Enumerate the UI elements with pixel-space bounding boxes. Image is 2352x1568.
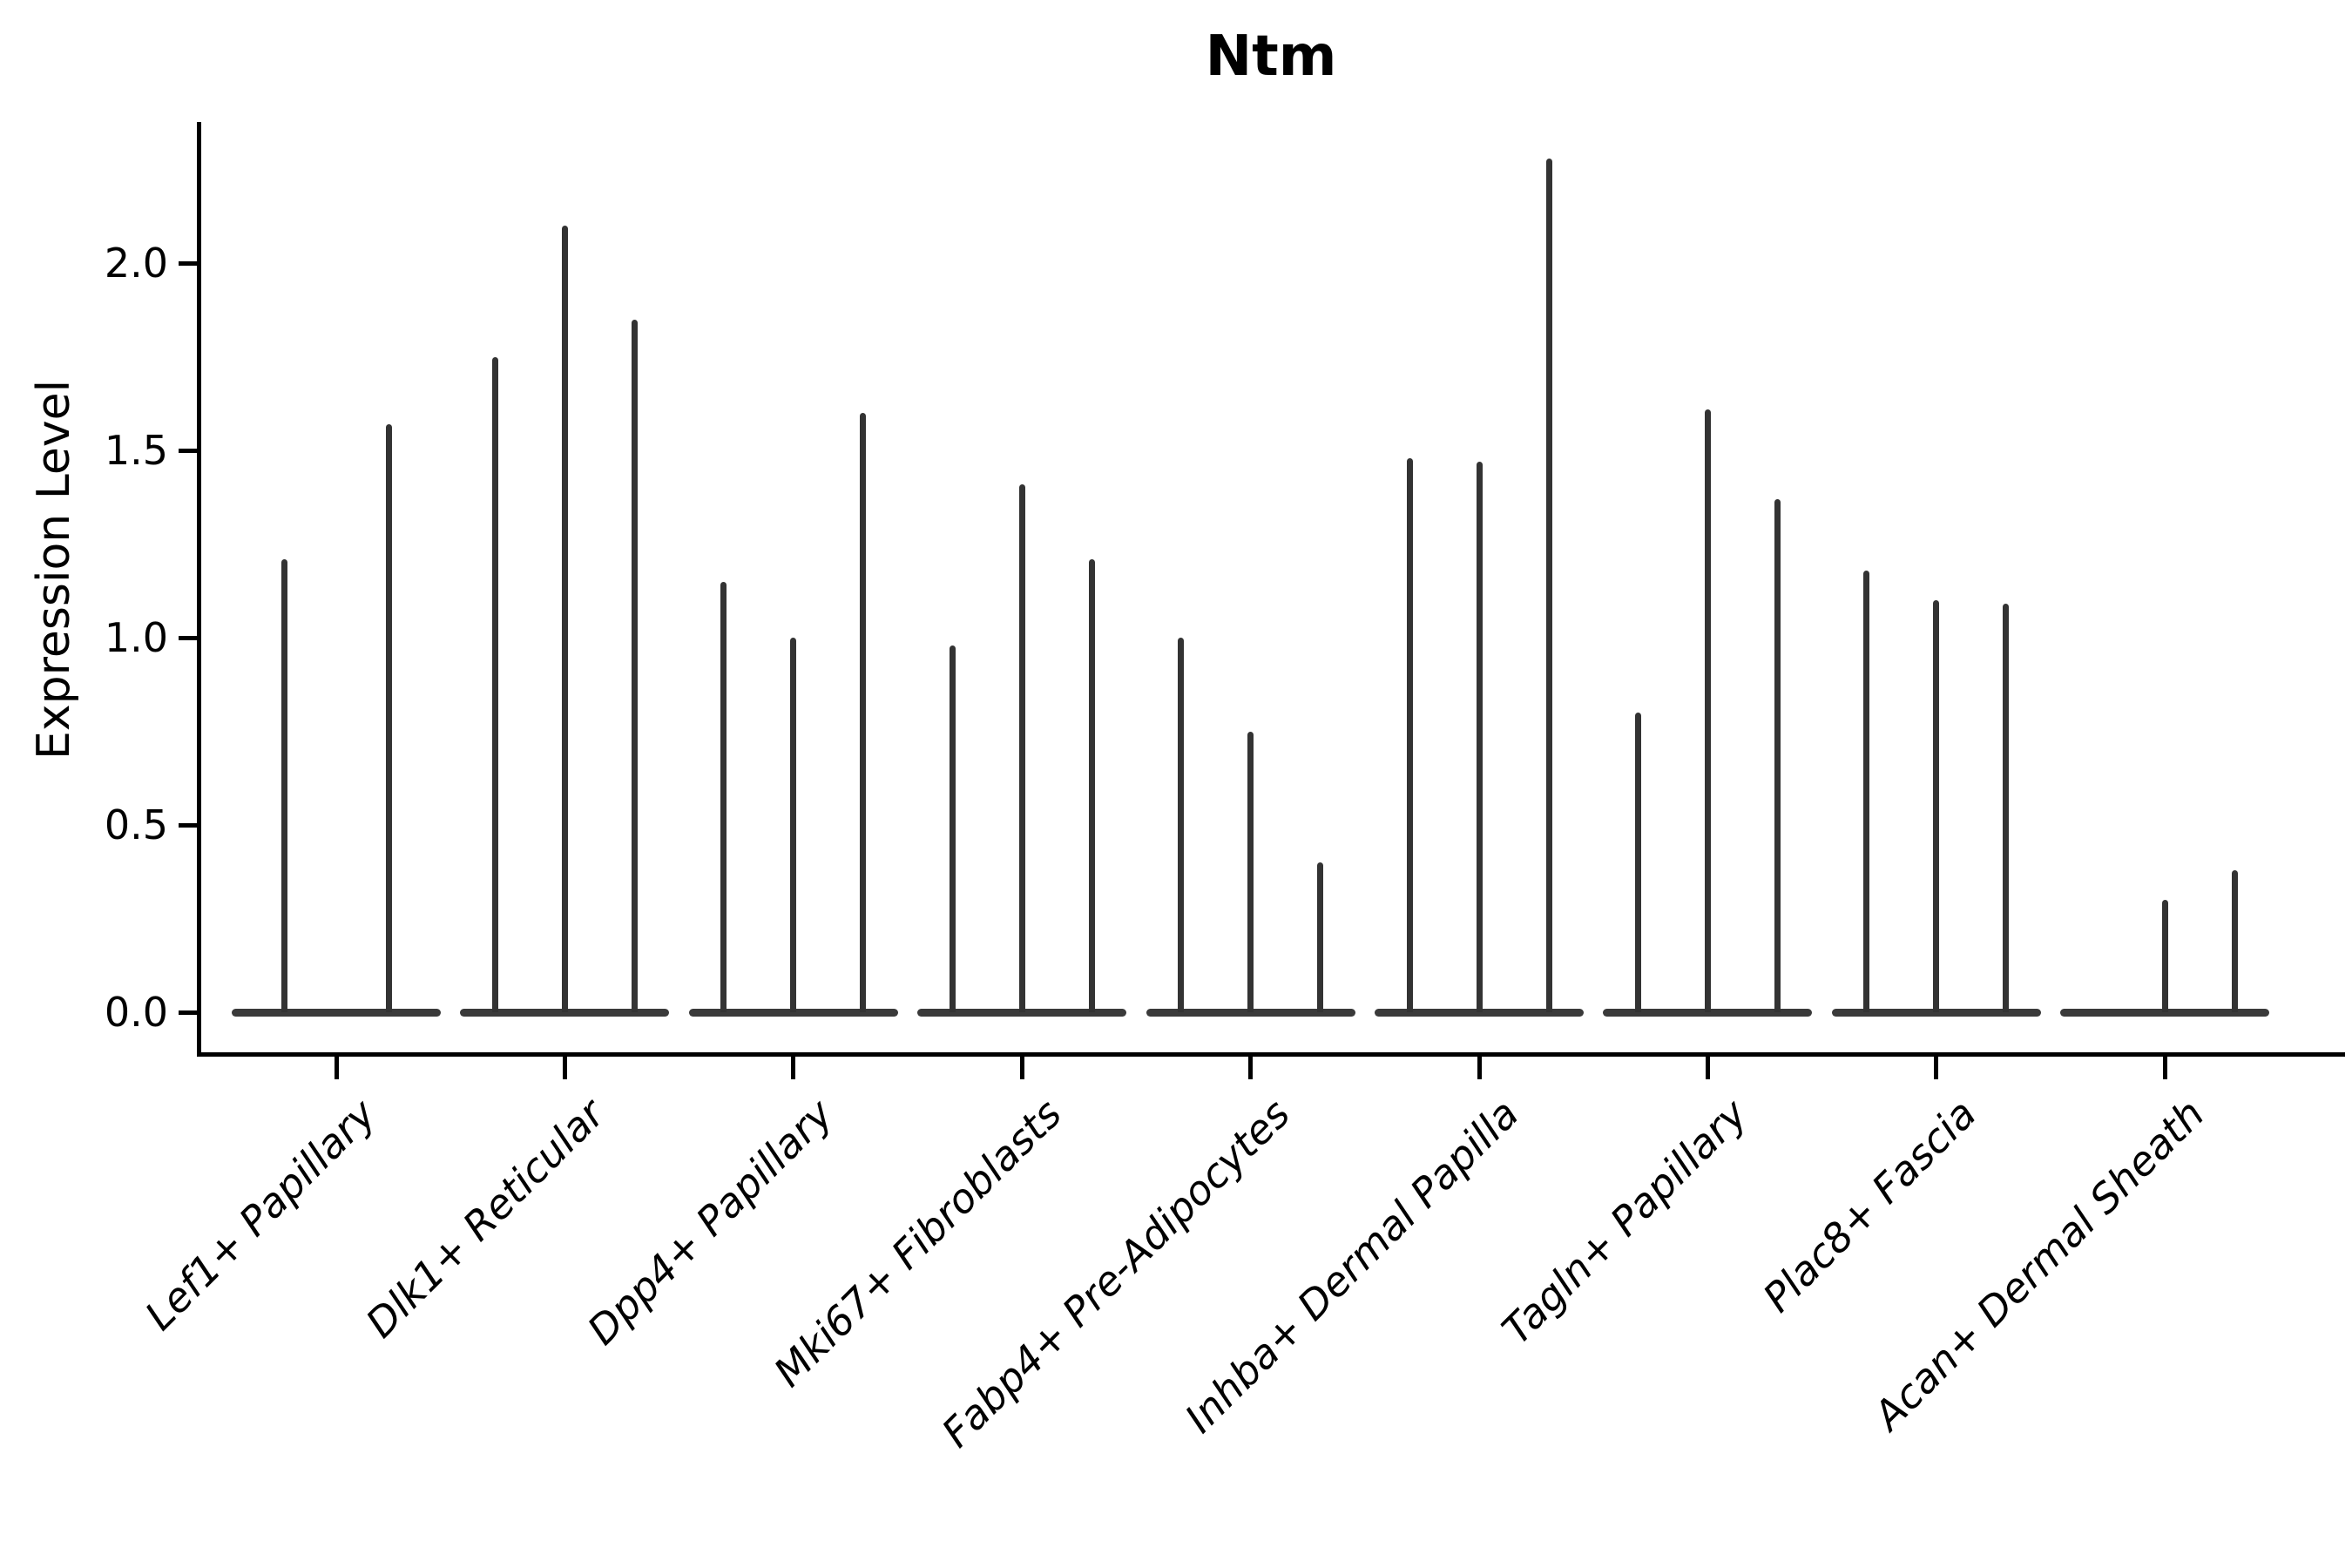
x-tick-label: Tagln+ Papillary xyxy=(1492,1090,1756,1354)
violin-spike xyxy=(1634,713,1641,1012)
violin-spike xyxy=(1018,483,1025,1012)
violin-base xyxy=(232,1009,441,1017)
x-tick-mark xyxy=(1705,1057,1710,1079)
violin-spike xyxy=(860,413,867,1012)
y-tick-mark xyxy=(179,1010,199,1015)
violin-base xyxy=(460,1009,670,1017)
violin-base xyxy=(2060,1009,2270,1017)
violin-spike xyxy=(1863,570,1870,1012)
x-tick-label: Dpp4+ Papillary xyxy=(578,1090,842,1354)
violin-spike xyxy=(720,581,727,1012)
y-tick-mark xyxy=(179,822,199,828)
y-tick-mark xyxy=(179,635,199,640)
violin-base xyxy=(1831,1009,2041,1017)
violin-base xyxy=(1375,1009,1584,1017)
violin-spike xyxy=(1933,600,1940,1012)
violin-spike xyxy=(280,558,287,1012)
violin-spike xyxy=(790,638,797,1012)
y-tick-label: 0.0 xyxy=(104,989,168,1036)
violin-spike xyxy=(2161,900,2168,1012)
violin-spike xyxy=(1545,158,1552,1012)
x-tick-label: Lef1+ Papillary xyxy=(135,1090,385,1340)
violin-spike xyxy=(1178,638,1185,1012)
violin-spike xyxy=(2231,869,2238,1012)
x-tick-label: Dlk1+ Reticular xyxy=(356,1090,613,1347)
x-tick-mark xyxy=(1934,1057,1939,1079)
x-tick-mark xyxy=(1477,1057,1482,1079)
violin-spike xyxy=(1247,731,1254,1012)
violin-spike xyxy=(949,645,956,1012)
y-tick-label: 2.0 xyxy=(104,240,168,287)
y-tick-mark xyxy=(179,260,199,266)
violin-base xyxy=(688,1009,898,1017)
x-tick-mark xyxy=(791,1057,796,1079)
x-tick-label: Plac8+ Fascia xyxy=(1753,1090,1985,1321)
x-tick-mark xyxy=(2162,1057,2167,1079)
violin-spike xyxy=(491,356,498,1012)
violin-spike xyxy=(2003,604,2010,1012)
violin-spike xyxy=(1704,409,1711,1012)
violin-spike xyxy=(1317,862,1324,1012)
violin-base xyxy=(1146,1009,1355,1017)
violin-spike xyxy=(631,319,638,1012)
y-tick-label: 1.0 xyxy=(104,614,168,661)
y-axis-line xyxy=(197,122,201,1057)
y-tick-mark xyxy=(179,448,199,453)
violin-spike xyxy=(1406,457,1413,1012)
x-tick-mark xyxy=(1248,1057,1254,1079)
plot-title: Ntm xyxy=(1205,24,1337,89)
violin-base xyxy=(1603,1009,1813,1017)
x-tick-mark xyxy=(1019,1057,1024,1079)
y-tick-label: 1.5 xyxy=(104,427,168,474)
x-tick-mark xyxy=(334,1057,339,1079)
x-axis-line xyxy=(197,1052,2345,1057)
violin-base xyxy=(917,1009,1127,1017)
violin-spike xyxy=(385,423,392,1012)
x-tick-mark xyxy=(562,1057,567,1079)
violin-spike xyxy=(1774,498,1781,1012)
y-tick-label: 0.5 xyxy=(104,801,168,848)
violin-spike xyxy=(561,226,568,1012)
violin-spike xyxy=(1476,461,1483,1012)
y-axis-label: Expression Level xyxy=(28,379,80,760)
violin-spike xyxy=(1088,558,1095,1012)
